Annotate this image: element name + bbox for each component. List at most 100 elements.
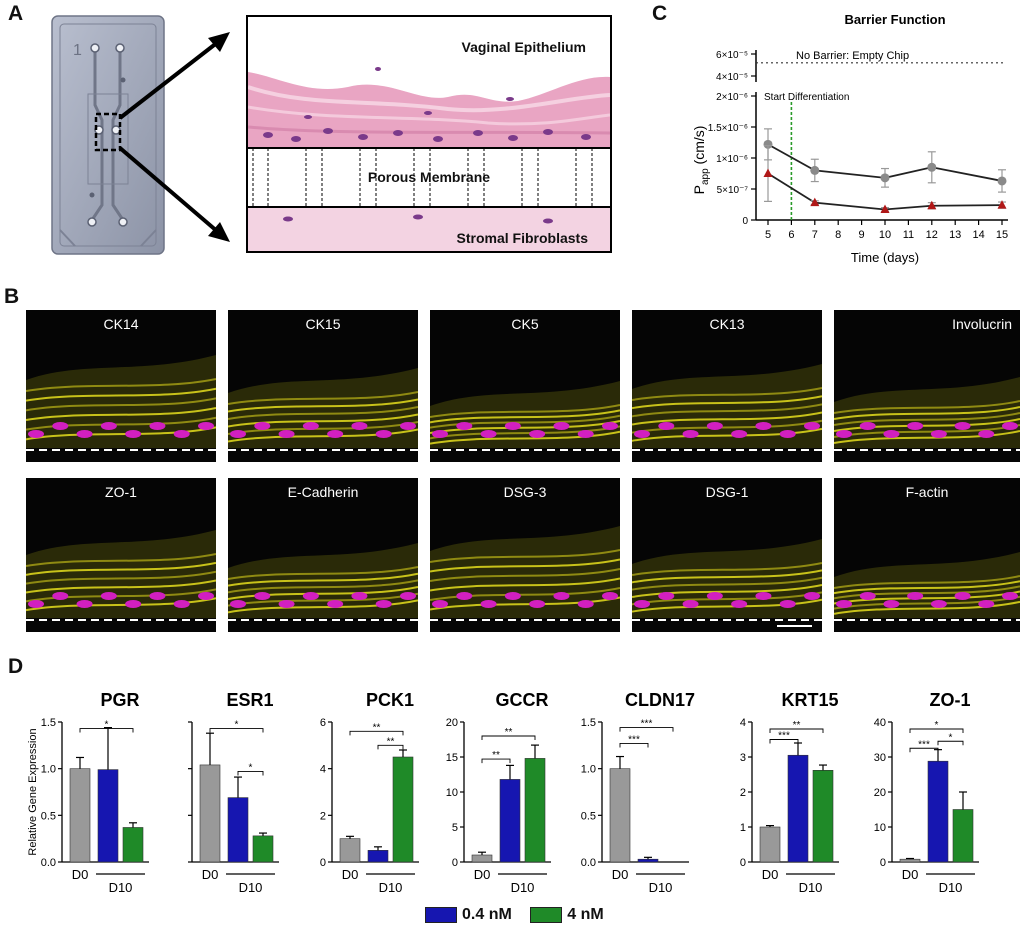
y-tick-label: 0.0 — [581, 857, 596, 869]
significance-label: ** — [505, 727, 513, 738]
significance-label: *** — [641, 719, 653, 730]
micrograph-e-cadherin: E-Cadherin — [228, 478, 418, 632]
y-tick-label: 0.5 — [581, 810, 596, 822]
y-tick-label: 3 — [740, 752, 746, 764]
y-tick-label: 5 — [452, 822, 458, 834]
y-tick-label: 4×10⁻⁵ — [716, 72, 748, 83]
x-tick-label: 6 — [788, 229, 794, 241]
micrograph-ck5: CK5 — [430, 310, 620, 462]
significance-bracket — [481, 758, 511, 764]
y-tick-label: 40 — [874, 717, 886, 729]
bar — [952, 809, 974, 863]
y-tick-label: 4 — [740, 717, 746, 729]
stain-label-zo-1: ZO-1 — [105, 484, 137, 500]
panel-letter-a: A — [8, 2, 24, 25]
micrograph-ck13: CK13 — [632, 310, 822, 462]
y-tick-label: 0 — [880, 857, 886, 869]
y-tick-label: 1×10⁻⁶ — [716, 154, 748, 165]
legend-swatch-blue — [425, 906, 457, 923]
x-tick-label: 5 — [765, 229, 771, 241]
significance-label: ** — [492, 750, 500, 761]
micrograph-zo-1: ZO-1 — [26, 478, 216, 632]
y-tick-label: 15 — [446, 752, 458, 764]
bar — [471, 854, 493, 863]
bar — [339, 838, 361, 863]
stain-label-dsg-3: DSG-3 — [503, 484, 547, 500]
group-label-d0: D0 — [202, 867, 219, 882]
bar — [812, 770, 834, 863]
bar — [899, 858, 921, 863]
significance-label: *** — [778, 731, 790, 742]
y-tick-label: 1.0 — [41, 764, 56, 776]
y-tick-label: 1.5 — [41, 717, 56, 729]
bar — [759, 826, 781, 863]
subchart-esr1: ESR1 * * D0 D10 — [188, 690, 279, 895]
y-tick-label: 20 — [874, 787, 886, 799]
stain-label-e-cadherin: E-Cadherin — [287, 484, 359, 500]
significance-label: ** — [387, 736, 395, 747]
y-tick-label: 4 — [320, 764, 326, 776]
subchart-krt15: KRT15 0 1 2 3 4 ***** D0 D10 — [740, 690, 839, 895]
group-label-d10: D10 — [511, 880, 535, 895]
group-label-d0: D0 — [474, 867, 491, 882]
y-tick-label: 0 — [740, 857, 746, 869]
micrograph-dsg-1: DSG-1 — [632, 478, 822, 632]
data-point — [763, 139, 773, 149]
bar — [367, 850, 389, 863]
y-tick-label: 1.0 — [581, 764, 596, 776]
bar — [199, 764, 221, 863]
bar — [927, 760, 949, 863]
y-tick-label: 20 — [446, 717, 458, 729]
y-tick-label: 2 — [740, 787, 746, 799]
bar — [609, 768, 631, 863]
y-tick-label: 0 — [452, 857, 458, 869]
x-tick-label: 10 — [879, 229, 891, 241]
y-tick-label: 0.5 — [41, 810, 56, 822]
legend: 0.4 nM 4 nM — [425, 906, 604, 924]
group-label-d0: D0 — [72, 867, 89, 882]
data-point — [810, 165, 820, 175]
data-point — [927, 200, 937, 210]
bar — [787, 754, 809, 863]
legend-item-0.4nM: 0.4 nM — [425, 906, 516, 923]
bar — [122, 827, 144, 863]
gene-expression-chart: Relative Gene Expression PGR 0.0 0.5 1.0 1.5 *… — [27, 690, 979, 895]
significance-bracket — [909, 728, 964, 733]
bar — [69, 768, 91, 863]
x-tick-label: 15 — [996, 229, 1008, 241]
stain-label-f-actin: F-actin — [905, 484, 949, 500]
panel-letter-c: C — [652, 2, 668, 25]
significance-bracket — [349, 730, 404, 736]
stain-label-ck15: CK15 — [305, 316, 341, 332]
stain-label-ck14: CK14 — [103, 316, 139, 332]
significance-bracket — [481, 735, 536, 740]
y-tick-label: 6×10⁻⁵ — [716, 50, 748, 61]
label-stromal-fibroblasts: Stromal Fibroblasts — [456, 230, 588, 246]
subchart-pgr: PGR 0.0 0.5 1.0 1.5 * D0 D10 — [41, 690, 149, 895]
legend-label-0.4nM: 0.4 nM — [462, 906, 512, 923]
group-label-d10: D10 — [799, 880, 823, 895]
significance-label: * — [949, 732, 953, 743]
y-axis-label: Papp (cm/s) — [691, 126, 711, 195]
barrier-function-chart: Barrier Function 0 5×10⁻⁷ 1×10⁻⁶ 1.5×10⁻⁶ 2×1… — [691, 12, 1008, 265]
micrograph-f-actin: F-actin — [834, 478, 1020, 632]
significance-bracket — [909, 747, 939, 753]
gene-title: CLDN17 — [625, 690, 695, 710]
subchart-pck1: PCK1 0 2 4 6 ** ** D0 D10 — [320, 690, 419, 895]
y-tick-label: 5×10⁻⁷ — [717, 185, 749, 196]
bar — [227, 797, 249, 863]
significance-bracket — [769, 739, 799, 744]
panel-letter-b: B — [4, 285, 20, 308]
y-tick-label: 30 — [874, 752, 886, 764]
legend-item-4nM: 4 nM — [530, 906, 604, 923]
bar — [637, 858, 659, 863]
chart-title: Barrier Function — [844, 12, 945, 27]
y-tick-label: 1.5 — [581, 717, 596, 729]
data-point — [927, 162, 937, 172]
group-label-d0: D0 — [762, 867, 779, 882]
bar — [252, 835, 274, 863]
panel-letter-d: D — [8, 655, 24, 678]
data-point — [997, 200, 1007, 209]
micrograph-ck15: CK15 — [228, 310, 418, 462]
